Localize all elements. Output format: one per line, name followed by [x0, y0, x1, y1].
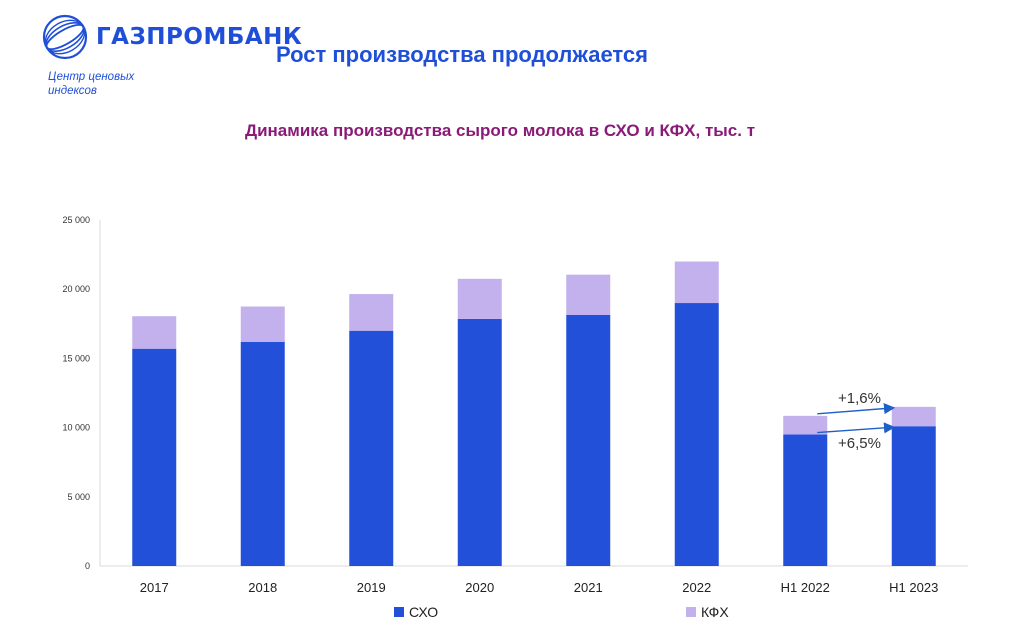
- x-tick-label: 2017: [140, 580, 169, 595]
- legend-item-kfx: КФХ: [686, 604, 729, 620]
- gazprombank-globe-icon: [42, 14, 88, 60]
- bar-kfx-2021: [566, 274, 611, 315]
- brand-name: ГАЗПРОМБАНК: [96, 24, 303, 50]
- y-tick-label: 0: [85, 561, 90, 571]
- growth-arrow-total: [817, 403, 896, 415]
- bar-sxo-2017: [132, 348, 177, 566]
- y-tick-label: 10 000: [62, 423, 90, 433]
- stacked-bar-chart: 0 5 000 10 000 15 000 20 000 25 000 2017 2018 20…: [62, 215, 968, 595]
- bar-sxo-2022: [674, 303, 719, 566]
- y-tick-label: 5 000: [67, 492, 90, 502]
- x-tick-label: 2021: [574, 580, 603, 595]
- bar-kfx-2022: [674, 261, 719, 304]
- x-tick-label: 2020: [465, 580, 494, 595]
- legend-item-sxo: СХО: [394, 604, 438, 620]
- legend-label-kfx: КФХ: [701, 604, 729, 620]
- x-tick-label: 2022: [682, 580, 711, 595]
- brand-logo: ГАЗПРОМБАНК: [42, 14, 302, 60]
- bar-kfx-2020: [457, 278, 502, 319]
- x-tick-label: H1 2023: [889, 580, 938, 595]
- bar-sxo-2018: [240, 341, 285, 566]
- bar-kfx-2017: [132, 316, 177, 349]
- growth-label-total: +1,6%: [838, 390, 881, 407]
- legend-label-sxo: СХО: [409, 604, 439, 620]
- bar-sxo-2021: [566, 314, 611, 566]
- page-title: Рост производства продолжается: [276, 42, 648, 67]
- legend-swatch-kfx: [686, 607, 696, 617]
- y-tick-label: 15 000: [62, 353, 90, 363]
- bar-kfx-2019: [349, 294, 394, 331]
- bar-kfx-h1-2022: [783, 415, 828, 435]
- chart-title: Динамика производства сырого молока в СХ…: [244, 121, 756, 140]
- bar-kfx-2018: [240, 306, 285, 342]
- y-tick-label: 20 000: [62, 284, 90, 294]
- bar-sxo-h1-2022: [783, 434, 828, 566]
- bar-kfx-h1-2023: [891, 406, 936, 427]
- brand-subtitle: Центр ценовых индексов: [48, 71, 135, 97]
- x-tick-label: 2018: [248, 580, 277, 595]
- legend-swatch-sxo: [394, 607, 404, 617]
- growth-label-sxo: +6,5%: [838, 435, 881, 452]
- y-tick-label: 25 000: [62, 215, 90, 225]
- x-tick-label: 2019: [357, 580, 386, 595]
- bar-sxo-h1-2023: [891, 426, 936, 566]
- x-tick-label: H1 2022: [781, 580, 830, 595]
- bar-sxo-2019: [349, 330, 394, 566]
- bar-sxo-2020: [457, 318, 502, 566]
- growth-arrow-sxo: [817, 422, 896, 434]
